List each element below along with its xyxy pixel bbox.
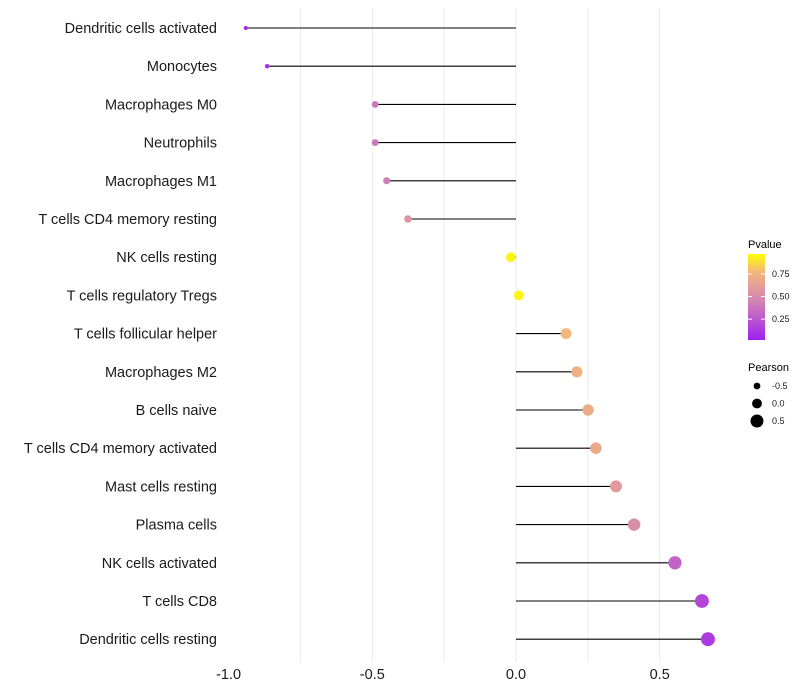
lollipop-point — [695, 594, 709, 608]
y-tick-label: Mast cells resting — [105, 479, 217, 495]
x-axis-ticks: -1.0 -0.5 0.0 0.5 — [216, 667, 670, 683]
lollipop-point — [700, 632, 715, 647]
lollipop-point — [590, 442, 602, 454]
y-tick-label: NK cells resting — [116, 250, 217, 266]
lollipop-point — [371, 100, 379, 108]
y-tick-label: Monocytes — [147, 59, 217, 75]
x-tick-label: 0.5 — [650, 667, 670, 683]
x-tick-label: 0.0 — [506, 667, 526, 683]
color-tick-label: 0.25 — [772, 314, 790, 324]
chart-marks — [243, 25, 715, 647]
size-legend-point — [750, 414, 764, 428]
size-legend-label: -0.5 — [772, 381, 788, 391]
y-tick-label: Macrophages M2 — [105, 365, 217, 381]
color-legend-title: Pvalue — [748, 239, 782, 251]
x-tick-label: -1.0 — [216, 667, 241, 683]
lollipop-point — [404, 215, 412, 223]
lollipop-point — [243, 25, 248, 31]
lollipop-point — [371, 139, 379, 147]
legend: Pvalue 0.25 0.50 0.75 Pearson -0.5 0.0 0.5 — [748, 239, 790, 428]
lollipop-point — [513, 290, 524, 301]
y-tick-label: Dendritic cells resting — [79, 632, 217, 648]
lollipop-point — [264, 63, 270, 69]
x-tick-label: -0.5 — [360, 667, 385, 683]
y-tick-label: T cells CD4 memory activated — [24, 441, 217, 457]
y-tick-label: Plasma cells — [136, 518, 217, 534]
gridlines — [299, 8, 661, 662]
lollipop-point — [560, 328, 572, 340]
y-tick-label: Neutrophils — [144, 136, 217, 152]
size-legend-label: 0.5 — [772, 416, 785, 426]
y-tick-label: T cells CD8 — [142, 594, 217, 610]
size-legend-point — [753, 382, 761, 390]
color-tick-label: 0.75 — [772, 269, 790, 279]
lollipop-point — [582, 404, 594, 416]
y-tick-label: Macrophages M1 — [105, 174, 217, 190]
y-tick-label: Dendritic cells activated — [65, 21, 217, 37]
color-bar — [748, 254, 765, 340]
lollipop-point — [505, 252, 516, 263]
size-legend-title: Pearson — [748, 362, 789, 374]
size-legend-point — [752, 398, 762, 409]
y-tick-label: T cells follicular helper — [74, 327, 217, 343]
size-legend-label: 0.0 — [772, 399, 785, 409]
y-tick-label: T cells CD4 memory resting — [38, 212, 217, 228]
color-tick-label: 0.50 — [772, 292, 790, 302]
lollipop-point — [668, 556, 682, 570]
lollipop-point — [383, 177, 391, 185]
y-tick-label: Macrophages M0 — [105, 97, 217, 113]
lollipop-point — [610, 480, 623, 493]
y-axis-labels: Dendritic cells activated Monocytes Macrop… — [24, 21, 217, 648]
lollipop-point — [627, 518, 641, 531]
y-tick-label: T cells regulatory Tregs — [67, 288, 217, 304]
y-tick-label: NK cells activated — [102, 556, 217, 572]
lollipop-point — [571, 366, 583, 378]
y-tick-label: B cells naive — [136, 403, 217, 419]
